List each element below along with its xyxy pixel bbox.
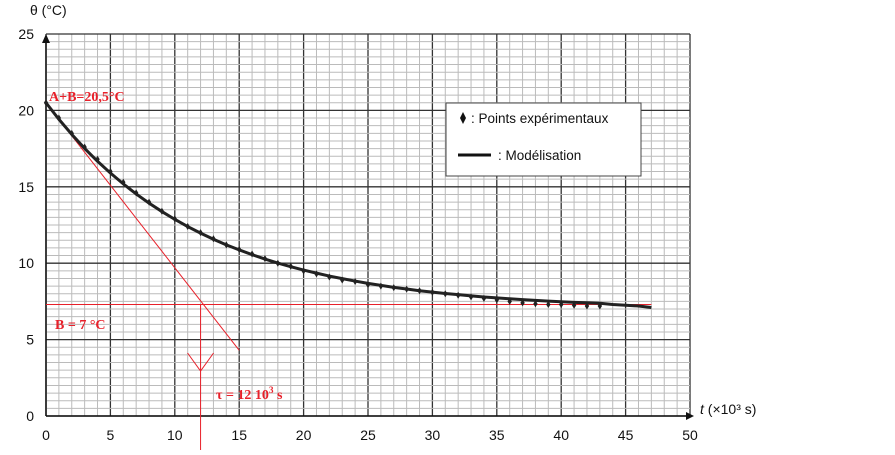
data-point — [430, 288, 435, 296]
data-point — [352, 278, 358, 286]
legend-points-label: : Points expérimentaux — [471, 111, 609, 126]
x-axis-label-var: t — [700, 401, 705, 417]
data-point — [185, 223, 190, 231]
data-point — [82, 143, 87, 151]
data-point — [559, 300, 564, 308]
series — [43, 99, 652, 310]
data-point — [95, 155, 100, 163]
tau-label-main: τ = 12 10 — [216, 388, 269, 403]
data-point — [224, 241, 229, 249]
data-point — [533, 300, 538, 308]
y-tick-label: 10 — [18, 255, 34, 271]
data-point — [584, 302, 590, 310]
x-tick-label: 15 — [231, 427, 247, 443]
tick-labels: 0 5 10 15 20 25 30 35 40 45 50 0 5 10 15 20 25 — [18, 26, 698, 443]
x-tick-label: 5 — [107, 427, 115, 443]
x-tick-label: 10 — [167, 427, 183, 443]
data-point — [391, 284, 396, 292]
data-point — [546, 300, 551, 308]
x-axis-label: t (×10³ s) — [700, 401, 756, 417]
a-plus-b-label: A+B=20,5°C — [49, 90, 125, 105]
data-point — [481, 294, 487, 302]
data-point — [146, 198, 152, 206]
x-tick-label: 30 — [425, 427, 441, 443]
legend: : Points expérimentaux : Modélisation — [445, 102, 642, 177]
data-point — [507, 297, 512, 305]
x-tick-label: 25 — [360, 427, 376, 443]
data-point — [56, 114, 62, 122]
data-point — [108, 168, 113, 176]
data-point — [378, 282, 384, 290]
x-tick-label: 0 — [42, 427, 50, 443]
data-point — [172, 215, 177, 223]
data-point — [455, 291, 461, 299]
tau-label-unit: s — [273, 388, 283, 403]
data-point — [314, 270, 319, 278]
tau-label: τ = 12 103 s — [216, 385, 283, 403]
y-tick-label: 25 — [18, 26, 34, 42]
legend-model-label: : Modélisation — [498, 148, 581, 163]
x-tick-label: 20 — [296, 427, 312, 443]
data-point — [198, 229, 203, 237]
model-curve — [44, 101, 652, 310]
data-point — [365, 281, 371, 289]
tangent-line — [45, 102, 240, 351]
y-tick-label: 0 — [26, 408, 34, 424]
y-tick-label: 20 — [18, 102, 34, 118]
diamond-marker-icon — [460, 112, 466, 124]
data-point — [443, 290, 448, 298]
x-tick-label: 50 — [682, 427, 698, 443]
y-axis-arrow-icon — [42, 34, 50, 43]
data-point — [494, 296, 499, 304]
x-tick-label: 45 — [618, 427, 634, 443]
data-point — [301, 267, 306, 275]
data-point — [340, 276, 345, 284]
x-tick-label: 40 — [553, 427, 569, 443]
x-axis-arrow-icon — [686, 412, 694, 420]
data-point — [133, 189, 139, 197]
data-point — [468, 293, 474, 301]
y-tick-label: 5 — [26, 332, 34, 348]
data-point — [404, 285, 409, 293]
data-point — [159, 207, 165, 215]
tau-label-exp: 3 — [269, 385, 274, 395]
y-tick-label: 15 — [18, 179, 34, 195]
tau-arrow-icon — [187, 352, 214, 372]
data-point — [211, 235, 216, 243]
data-point — [275, 259, 281, 267]
data-point — [597, 302, 603, 310]
data-point — [43, 99, 49, 107]
y-axis-label: θ (°C) — [30, 2, 67, 18]
data-point — [69, 129, 74, 137]
data-point — [237, 245, 242, 253]
data-point — [571, 301, 577, 309]
b-label: B = 7 °C — [55, 318, 106, 333]
grid — [45, 33, 691, 417]
data-point — [121, 178, 126, 186]
data-point — [327, 273, 332, 281]
data-point — [262, 255, 268, 263]
data-point — [249, 250, 255, 258]
x-tick-label: 35 — [489, 427, 505, 443]
data-point — [417, 287, 422, 295]
data-point — [288, 262, 293, 270]
legend-box — [445, 102, 642, 177]
data-point — [520, 299, 525, 307]
x-axis-label-unit: (×10³ s) — [704, 401, 757, 417]
